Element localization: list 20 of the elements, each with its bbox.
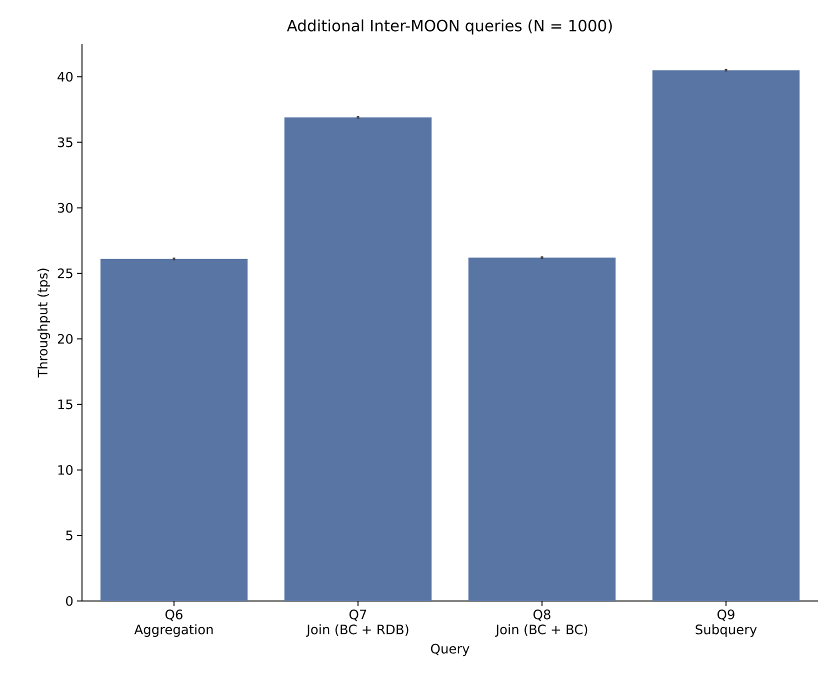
y-tick-label: 35 xyxy=(58,137,72,148)
y-tick-label: 0 xyxy=(66,596,73,606)
y-tick-label: 15 xyxy=(58,400,72,410)
x-tick-label: Q6 Aggregation xyxy=(134,610,213,637)
x-tick-label: Q9 Subquery xyxy=(696,610,757,637)
bar xyxy=(284,117,432,601)
y-axis-title: Throughput (tps) xyxy=(37,268,50,378)
y-tick-label: 10 xyxy=(58,465,73,475)
bar xyxy=(468,258,616,601)
x-axis-title: Query xyxy=(430,644,470,656)
y-tick-label: 40 xyxy=(58,72,73,82)
chart-title: Additional Inter-MOON queries (N = 1000) xyxy=(286,19,612,34)
y-tick-label: 25 xyxy=(58,268,72,278)
x-tick-label: Q8 Join (BC + BC) xyxy=(495,610,588,637)
bar xyxy=(652,70,800,601)
x-tick-label: Q7 Join (BC + RDB) xyxy=(306,610,408,637)
bar xyxy=(100,258,248,601)
y-tick-label: 20 xyxy=(58,334,73,344)
y-tick-label: 30 xyxy=(58,202,73,213)
y-tick-label: 5 xyxy=(66,530,72,540)
